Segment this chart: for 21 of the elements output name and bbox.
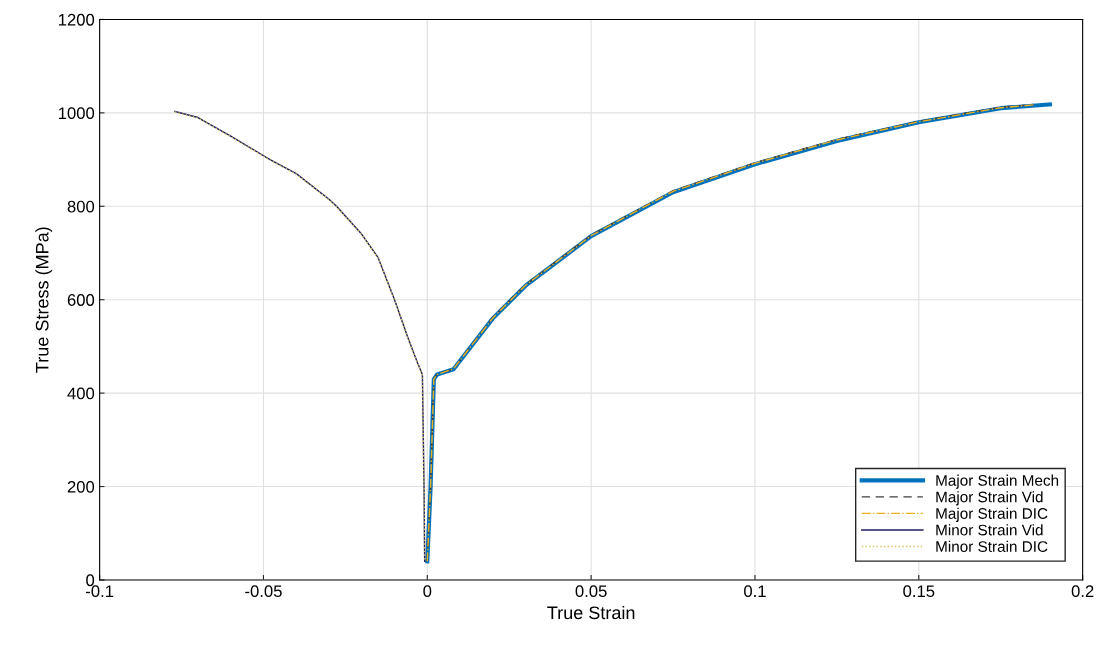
legend-label: Major Strain Vid <box>936 491 1043 506</box>
legend-label: Minor Strain Vid <box>936 524 1043 536</box>
y-tick-label: 800 <box>67 200 95 213</box>
y-tick-label: 600 <box>67 294 95 306</box>
legend-label: Major Strain DIC <box>936 507 1048 522</box>
y-tick-label: 400 <box>67 387 95 400</box>
y-axis-title: True Stress (MPa) <box>35 227 53 373</box>
x-tick-label: 0.05 <box>575 585 607 598</box>
y-tick-label: 0 <box>86 574 95 587</box>
x-tick-label: -0.05 <box>245 585 282 598</box>
x-tick-label: 0.1 <box>744 585 766 598</box>
y-tick-label: 1000 <box>58 107 95 120</box>
y-tick-label: 1200 <box>58 13 95 26</box>
legend-label: Major Strain Mech <box>936 474 1059 489</box>
x-tick-label: 0.2 <box>1071 585 1094 598</box>
y-tick-label: 200 <box>67 480 95 493</box>
legend-label: Minor Strain DIC <box>936 540 1048 552</box>
x-tick-label: 0 <box>423 585 432 598</box>
x-tick-label: -0.1 <box>86 585 114 598</box>
x-axis-title: True Strain <box>547 605 635 620</box>
x-tick-label: 0.15 <box>903 585 935 598</box>
